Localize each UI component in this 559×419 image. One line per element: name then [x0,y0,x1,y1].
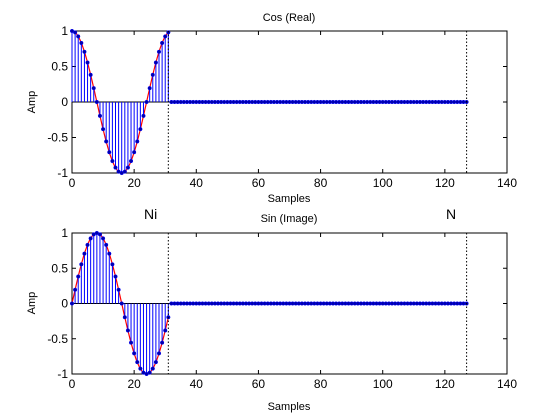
sin-xtick-label: 0 [69,377,76,391]
sin-panel-xlabel: Samples [268,401,311,413]
sin-stem-marker [97,232,103,237]
cos-panel-xlabel: Samples [268,193,311,205]
n-marker-label: N [446,206,456,222]
sin-stem-marker [101,236,106,241]
sin-xtick-label: 40 [190,377,204,391]
cos-stem-marker [160,40,165,46]
cos-ytick-label: 1 [61,24,68,38]
sin-stem-marker [135,360,140,365]
sin-stem-marker [104,242,109,247]
sin-xtick-label: 20 [127,377,141,391]
sin-stem-marker [88,236,93,241]
cos-stem-marker [88,72,93,77]
sin-stem-marker [163,328,168,333]
sin-xtick-label: 120 [435,377,455,391]
sin-stem-marker [147,370,152,375]
sin-xtick-label: 140 [497,377,517,391]
sin-stem-marker [113,274,118,279]
sin-stem-marker [128,340,134,345]
cos-stem-marker [79,40,84,46]
cos-stem-marker [73,30,78,35]
cos-stem-marker [104,139,109,144]
sin-xtick-label: 60 [252,377,266,391]
cos-stem-marker [125,165,130,170]
sin-panel-title: Sin (Image) [261,213,318,225]
cos-stem-marker [135,139,140,144]
sin-ytick-label: 1 [61,226,68,240]
cos-plot-area: 0 20 40 60 80 100 120 140 -1 -0.5 0 0.5 1 [47,24,517,190]
cos-panel-ylabel: Amp [26,91,38,114]
cos-stem-marker [85,60,90,65]
cos-xtick-label: 0 [69,176,76,190]
cos-stem-marker [163,34,168,39]
cos-ytick-label: -1 [57,166,68,180]
cos-stem-marker [97,113,103,118]
cos-xtick-label: 140 [497,176,517,190]
sin-stem-marker [138,366,143,371]
cos-ytick-label: 0 [61,95,68,109]
cos-stem-marker [128,158,134,164]
cos-stem-marker [153,60,158,65]
cos-panel-title: Cos (Real) [263,12,316,24]
cos-stem-marker [122,169,127,174]
cos-xtick-label: 80 [314,176,328,190]
cos-xtick-label: 40 [190,176,204,190]
sin-stem-marker [69,301,75,306]
cos-stem-marker [91,86,96,91]
sin-stem-marker [150,366,155,371]
sin-stem-marker [122,315,127,320]
cos-ytick-label: 0.5 [51,60,68,74]
cos-stem-marker [150,72,155,77]
cos-stem-marker [82,49,87,54]
sin-xtick-label: 80 [314,377,328,391]
sin-stem-marker [125,328,130,333]
sin-panel-ylabel: Amp [26,292,38,315]
cos-stem-marker [138,127,143,132]
sin-plot-area: 0 20 40 60 80 100 120 140 -1 -0.5 0 0.5 1 [47,226,517,391]
sin-stem-marker [82,251,87,256]
cos-xtick-label: 20 [127,176,141,190]
sin-image-panel: Sin (Image) Samples Amp 0 20 40 60 80 100 120 1… [26,213,517,413]
sin-stem-marker [107,251,112,256]
cos-stem-marker [107,150,112,155]
sin-stem-marker [116,287,121,292]
sin-ytick-label: 0 [61,297,68,311]
sin-stem-marker [160,340,165,345]
sin-stem-marker [85,242,90,247]
cos-stem-marker [156,49,162,54]
cos-xtick-label: 60 [252,176,266,190]
cos-ytick-label: -0.5 [47,131,68,145]
sin-ytick-label: -0.5 [47,332,68,346]
sin-stem-marker [73,287,78,292]
cos-real-panel: Cos (Real) Samples Amp 0 20 40 60 80 100 120 14… [26,12,517,205]
cos-xtick-label: 120 [435,176,455,190]
sin-stem-marker [79,262,84,267]
sin-xtick-label: 100 [373,377,393,391]
sin-stem-marker [76,274,81,279]
sin-stem-marker [156,351,162,356]
cos-stem-marker [110,158,115,164]
sin-stem-marker [132,351,137,356]
sin-stem-marker [153,360,158,365]
cos-stem-marker [76,34,81,39]
cos-stem-marker [132,150,137,155]
ni-marker-label: Ni [144,206,157,222]
sin-ytick-label: 0.5 [51,261,68,275]
cos-xtick-label: 100 [373,176,393,190]
cos-stem-marker [113,165,118,170]
cos-stem-marker [94,99,99,105]
sin-stem-marker [119,301,124,306]
sin-stem-marker [110,262,115,267]
sin-ytick-label: -1 [57,367,68,381]
cos-stem-marker [101,127,106,132]
cos-stem-marker [141,113,146,118]
cos-stem-marker [147,86,152,91]
cos-stem-marker [144,99,149,105]
